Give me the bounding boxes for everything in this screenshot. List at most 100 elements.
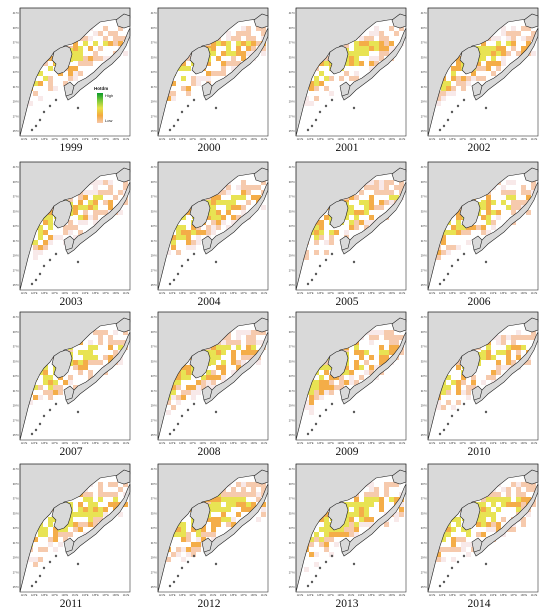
map-2000: 41°N 39°N 37°N 35°N 33°N 31°N 29°N 27°N 25°N 121°…	[151, 7, 269, 141]
lat-tick-label: 33°N	[421, 70, 427, 74]
lon-tick-label: 121°E	[297, 138, 304, 141]
lon-tick-label: 139°E	[113, 594, 120, 597]
lon-tick-label: 141°E	[399, 138, 406, 141]
lon-tick-label: 139°E	[521, 138, 528, 141]
lon-tick-label: 133°E	[490, 292, 497, 295]
lat-tick-label: 29°N	[289, 556, 295, 560]
lat-tick-label: 39°N	[421, 482, 427, 486]
lon-tick-label: 141°E	[531, 138, 538, 141]
lat-tick-label: 39°N	[13, 26, 19, 30]
lon-tick-label: 123°E	[307, 442, 314, 445]
lat-tick-label: 25°N	[13, 283, 19, 287]
lat-tick-label: 41°N	[421, 467, 427, 471]
lat-tick-label: 37°N	[289, 497, 295, 501]
lon-tick-label: 123°E	[169, 442, 176, 445]
lon-tick-label: 121°E	[297, 292, 304, 295]
lon-tick-label: 139°E	[113, 292, 120, 295]
land	[295, 7, 407, 137]
lat-tick-label: 41°N	[289, 467, 295, 471]
land	[427, 463, 539, 593]
lat-tick-label: 41°N	[151, 165, 157, 169]
lon-tick-label: 139°E	[389, 138, 396, 141]
lat-tick-label: 35°N	[13, 209, 19, 213]
lon-tick-label: 137°E	[510, 442, 517, 445]
lon-tick-label: 137°E	[102, 442, 109, 445]
lon-tick-label: 135°E	[500, 138, 507, 141]
lon-tick-label: 123°E	[31, 292, 38, 295]
lon-tick-label: 139°E	[521, 594, 528, 597]
lon-tick-label: 127°E	[51, 442, 58, 445]
lon-tick-label: 137°E	[378, 594, 385, 597]
lon-tick-label: 121°E	[429, 138, 436, 141]
lat-tick-label: 35°N	[13, 359, 19, 363]
lon-tick-labels: 121°E 123°E 125°E 127°E 129°E 131°E 133°E 135°E…	[429, 138, 538, 141]
lat-tick-label: 31°N	[421, 389, 427, 393]
lon-tick-label: 131°E	[210, 292, 217, 295]
lon-tick-label: 127°E	[459, 292, 466, 295]
lon-tick-label: 127°E	[189, 594, 196, 597]
lat-tick-label: 39°N	[13, 180, 19, 184]
lon-tick-labels: 121°E 123°E 125°E 127°E 129°E 131°E 133°E 135°E…	[21, 292, 130, 295]
lat-tick-label: 27°N	[421, 570, 427, 574]
lon-tick-label: 129°E	[470, 442, 477, 445]
map-2013: 41°N 39°N 37°N 35°N 33°N 31°N 29°N 27°N 25°N 121°…	[289, 463, 407, 597]
lon-tick-label: 129°E	[62, 292, 69, 295]
lon-tick-label: 131°E	[480, 138, 487, 141]
map-panel-2005: 41°N 39°N 37°N 35°N 33°N 31°N 29°N 27°N 25°N 121°…	[282, 160, 412, 308]
lon-tick-label: 135°E	[92, 138, 99, 141]
lon-tick-label: 131°E	[210, 138, 217, 141]
lon-tick-label: 133°E	[358, 292, 365, 295]
lon-tick-label: 141°E	[123, 594, 130, 597]
lat-tick-label: 33°N	[289, 374, 295, 378]
lon-tick-label: 129°E	[200, 594, 207, 597]
lon-tick-label: 141°E	[399, 442, 406, 445]
lon-tick-label: 139°E	[389, 594, 396, 597]
lat-tick-label: 41°N	[151, 315, 157, 319]
lat-tick-label: 35°N	[289, 511, 295, 515]
lat-tick-label: 39°N	[151, 482, 157, 486]
legend-colorbar	[97, 93, 103, 123]
lon-tick-label: 137°E	[102, 292, 109, 295]
lat-tick-label: 33°N	[151, 526, 157, 530]
lon-tick-label: 141°E	[261, 138, 268, 141]
legend-title: Hotdm	[94, 86, 109, 91]
lat-tick-label: 37°N	[151, 41, 157, 45]
lon-tick-label: 141°E	[261, 594, 268, 597]
lat-tick-label: 41°N	[13, 467, 19, 471]
lat-tick-labels: 41°N 39°N 37°N 35°N 33°N 31°N 29°N 27°N 25°N	[151, 467, 157, 589]
lat-tick-label: 25°N	[13, 585, 19, 589]
lon-tick-label: 123°E	[439, 442, 446, 445]
color-legend: Hotdm High Low	[94, 86, 120, 134]
land	[427, 161, 539, 291]
land	[19, 311, 131, 441]
map-1999: 41°N 39°N 37°N 35°N 33°N 31°N 29°N 27°N 25°N 121°…	[13, 7, 131, 141]
map-2001: 41°N 39°N 37°N 35°N 33°N 31°N 29°N 27°N 25°N 121°…	[289, 7, 407, 141]
lat-tick-label: 37°N	[421, 41, 427, 45]
lon-tick-labels: 121°E 123°E 125°E 127°E 129°E 131°E 133°E 135°E…	[429, 442, 538, 445]
lat-tick-label: 39°N	[13, 482, 19, 486]
lat-tick-labels: 41°N 39°N 37°N 35°N 33°N 31°N 29°N 27°N 25°N	[289, 315, 295, 437]
lat-tick-label: 31°N	[421, 239, 427, 243]
lon-tick-label: 129°E	[62, 442, 69, 445]
lat-tick-label: 27°N	[421, 418, 427, 422]
lon-tick-label: 127°E	[51, 594, 58, 597]
lat-tick-label: 39°N	[13, 330, 19, 334]
map-2012: 41°N 39°N 37°N 35°N 33°N 31°N 29°N 27°N 25°N 121°…	[151, 463, 269, 597]
lon-tick-label: 131°E	[72, 292, 79, 295]
lon-tick-label: 123°E	[31, 594, 38, 597]
lat-tick-labels: 41°N 39°N 37°N 35°N 33°N 31°N 29°N 27°N 25°N	[421, 467, 427, 589]
lon-tick-label: 131°E	[72, 594, 79, 597]
lon-tick-label: 133°E	[82, 138, 89, 141]
lat-tick-label: 31°N	[13, 239, 19, 243]
map-panel-2007: 41°N 39°N 37°N 35°N 33°N 31°N 29°N 27°N 25°N 121°…	[6, 310, 136, 458]
lon-tick-label: 129°E	[338, 594, 345, 597]
map-2002: 41°N 39°N 37°N 35°N 33°N 31°N 29°N 27°N 25°N 121°…	[421, 7, 539, 141]
lon-tick-label: 131°E	[72, 138, 79, 141]
lon-tick-label: 121°E	[297, 594, 304, 597]
year-label: 2012	[197, 598, 221, 610]
lat-tick-label: 37°N	[13, 195, 19, 199]
lat-tick-label: 25°N	[289, 433, 295, 437]
lon-tick-label: 141°E	[531, 292, 538, 295]
lon-tick-label: 125°E	[317, 292, 324, 295]
lon-tick-label: 135°E	[500, 292, 507, 295]
